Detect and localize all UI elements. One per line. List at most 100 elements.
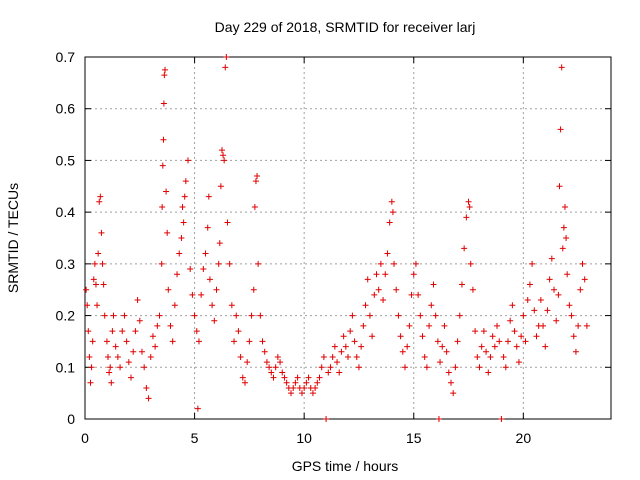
data-point: [410, 271, 417, 278]
data-point: [476, 364, 483, 371]
data-point: [513, 343, 520, 350]
x-tick-label: 15: [406, 430, 422, 446]
data-point: [441, 322, 448, 329]
data-point: [143, 384, 150, 391]
data-point: [112, 343, 119, 350]
chart-title: Day 229 of 2018, SRMTID for receiver lar…: [215, 19, 476, 35]
data-point: [401, 364, 408, 371]
data-point: [178, 235, 185, 241]
data-point: [228, 302, 235, 309]
data-point: [161, 66, 168, 73]
x-tick-label: 20: [516, 430, 532, 446]
data-point: [561, 203, 568, 210]
data-point: [200, 266, 207, 273]
data-point: [110, 312, 117, 319]
data-point: [439, 343, 446, 350]
data-point: [316, 374, 323, 381]
data-point: [105, 353, 112, 360]
data-point: [145, 395, 152, 402]
data-point: [325, 369, 332, 376]
data-point: [579, 260, 586, 267]
y-tick-label: 0.1: [56, 359, 76, 375]
data-point: [248, 312, 255, 319]
data-point: [395, 312, 402, 319]
data-point: [83, 286, 90, 293]
data-point: [158, 260, 165, 267]
data-point: [213, 286, 220, 293]
x-axis-label: GPS time / hours: [292, 458, 399, 474]
data-point: [224, 219, 231, 226]
data-point: [114, 353, 121, 360]
data-point: [89, 338, 96, 345]
data-point: [419, 333, 426, 340]
data-point: [382, 271, 389, 278]
data-point: [103, 338, 110, 345]
data-point: [371, 291, 378, 298]
data-point: [252, 178, 259, 185]
data-point: [231, 338, 238, 345]
data-point: [179, 203, 186, 210]
data-point: [288, 390, 295, 397]
data-point: [169, 338, 176, 345]
data-point: [515, 359, 522, 366]
data-point: [159, 203, 166, 210]
data-point: [487, 353, 494, 360]
y-tick-label: 0: [67, 411, 75, 427]
data-point: [149, 333, 156, 340]
data-point: [461, 245, 468, 252]
data-point: [272, 364, 279, 371]
data-point: [217, 183, 224, 190]
data-point: [91, 260, 98, 267]
data-point: [88, 364, 95, 371]
data-point: [520, 312, 527, 319]
data-point: [109, 328, 116, 335]
data-point: [209, 302, 216, 309]
data-point: [318, 364, 325, 371]
data-point: [351, 338, 358, 345]
data-point: [132, 328, 139, 335]
data-point: [483, 348, 490, 355]
data-point: [90, 276, 97, 283]
data-point: [338, 348, 345, 355]
data-point: [537, 297, 544, 304]
data-point: [504, 338, 511, 345]
data-point: [432, 312, 439, 319]
data-point: [246, 338, 253, 345]
data-point: [388, 198, 395, 205]
data-point: [123, 338, 130, 345]
data-point: [171, 302, 178, 309]
data-point: [369, 333, 376, 340]
data-point: [540, 322, 547, 329]
data-point: [156, 312, 163, 319]
data-point: [345, 353, 351, 360]
data-point: [281, 374, 288, 381]
data-point: [250, 286, 257, 293]
data-point: [187, 266, 194, 273]
data-point: [353, 353, 360, 360]
data-point: [220, 152, 227, 159]
data-point: [303, 379, 310, 386]
data-point: [270, 374, 277, 381]
data-point: [553, 317, 560, 324]
data-point: [491, 343, 498, 350]
data-point: [542, 343, 549, 350]
data-point: [437, 359, 444, 366]
data-point: [342, 343, 349, 350]
data-point: [95, 250, 102, 257]
data-point: [568, 312, 575, 319]
y-tick-label: 0.3: [56, 256, 76, 272]
x-axis: 0 5 10 15 20: [81, 57, 531, 446]
data-point: [430, 281, 437, 288]
data-point: [134, 297, 141, 304]
data-point: [399, 348, 406, 355]
data-point: [478, 343, 485, 350]
data-point: [216, 240, 223, 247]
data-point: [254, 172, 261, 179]
data-point: [206, 276, 213, 283]
data-point: [176, 250, 183, 257]
data-point: [314, 379, 321, 386]
data-point: [526, 281, 533, 288]
data-point: [101, 312, 108, 319]
data-point: [251, 203, 258, 210]
data-point: [364, 276, 371, 283]
